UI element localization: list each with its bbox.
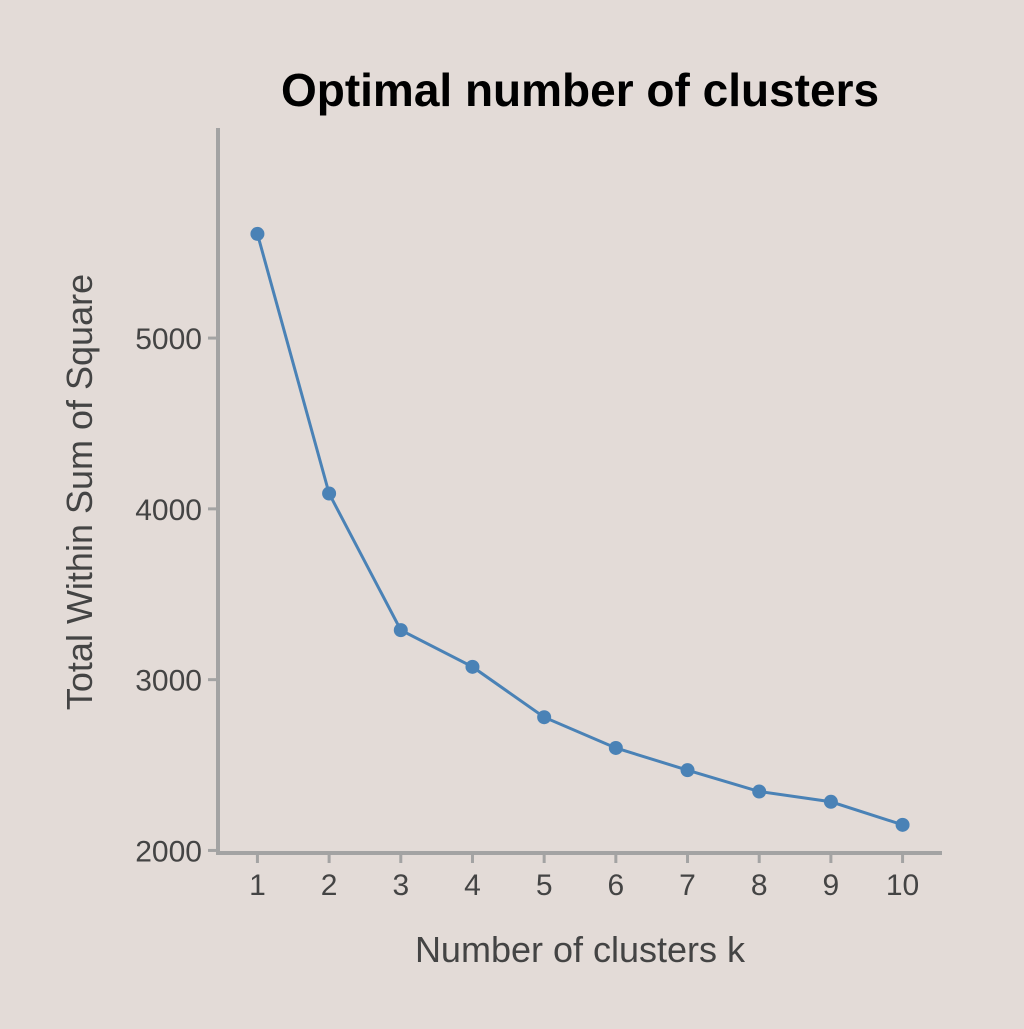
data-point <box>465 659 480 674</box>
data-point <box>537 710 552 725</box>
data-point <box>608 740 623 755</box>
data-point <box>895 817 910 832</box>
y-tick-label: 4000 <box>135 494 202 527</box>
x-tick-label: 7 <box>679 869 696 902</box>
data-point <box>393 623 408 638</box>
series <box>250 226 910 832</box>
data-point <box>322 486 337 501</box>
x-tick-label: 9 <box>823 869 840 902</box>
x-tick-label: 3 <box>392 869 409 902</box>
y-tick-label: 2000 <box>135 835 202 868</box>
x-tick-label: 10 <box>886 869 919 902</box>
axes <box>216 128 942 855</box>
data-point <box>250 226 265 241</box>
x-tick-label: 1 <box>249 869 266 902</box>
x-tick-label: 6 <box>607 869 624 902</box>
data-point <box>823 794 838 809</box>
x-tick-label: 2 <box>321 869 338 902</box>
x-tick-label: 8 <box>751 869 768 902</box>
x-ticks: 1 2 3 4 5 6 7 8 9 10 <box>249 853 919 902</box>
chart-title: Optimal number of clusters <box>281 64 879 116</box>
x-axis-label: Number of clusters k <box>415 929 746 970</box>
x-tick-label: 4 <box>464 869 481 902</box>
y-tick-label: 3000 <box>135 665 202 698</box>
y-axis-label: Total Within Sum of Square <box>59 274 100 710</box>
x-tick-label: 5 <box>536 869 553 902</box>
data-point <box>752 784 767 799</box>
series-line <box>255 233 904 827</box>
y-ticks: 2000 3000 4000 5000 <box>135 323 218 868</box>
data-point <box>680 763 695 778</box>
y-tick-label: 5000 <box>135 323 202 356</box>
